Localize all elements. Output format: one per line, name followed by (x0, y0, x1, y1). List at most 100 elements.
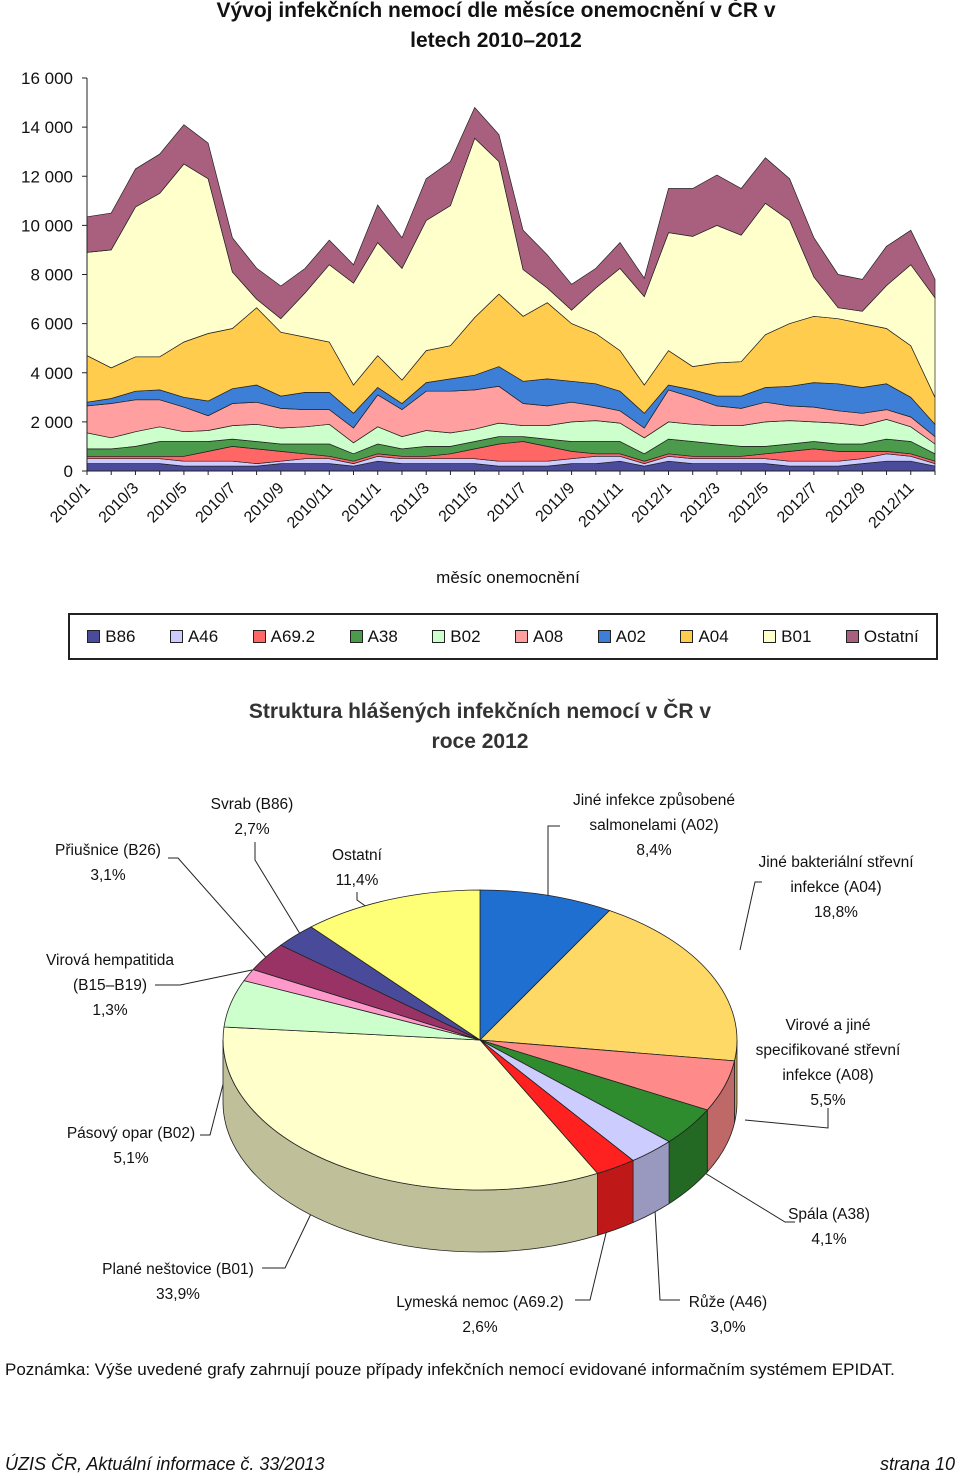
pie-category: Spála (A38) (788, 1206, 870, 1223)
x-axis-title: měsíc onemocnění (436, 568, 580, 587)
chart-title: Vývoj infekčních nemocí dle měsíce onemo… (216, 0, 776, 52)
x-tick-label: 2010/7 (193, 480, 240, 527)
x-tick-label: 2011/1 (339, 480, 385, 526)
x-tick-label: 2010/11 (284, 480, 336, 532)
pie-slice (222, 1026, 599, 1191)
pie-category: Růže (A46) (688, 1294, 768, 1311)
leader-line (168, 857, 271, 963)
legend-swatch (763, 630, 777, 643)
x-tick-label: 2012/1 (629, 480, 676, 527)
leader-line (262, 1194, 321, 1269)
legend-swatch (845, 630, 859, 643)
legend-swatch (169, 630, 183, 643)
pie-label: Pásový opar (B02) 5,1% (51, 1121, 211, 1171)
pie-label: Přiušnice (B26) 3,1% (38, 838, 178, 888)
legend-item: Ostatní (845, 626, 919, 647)
legend-swatch (680, 630, 694, 643)
pie-value-label: 2,6% (462, 1319, 498, 1336)
legend-swatch (597, 630, 611, 643)
pie-label: Virové a jiné specifikované střevní infe… (743, 1013, 913, 1113)
pie-value-label: 4,1% (811, 1231, 847, 1248)
x-tick-label: 2011/3 (387, 480, 433, 526)
pie-category: Pásový opar (B02) (66, 1125, 196, 1142)
pie-value-label: 18,8% (814, 904, 858, 921)
footer-right: strana 10 (879, 1454, 955, 1474)
legend-label: A02 (615, 626, 646, 646)
legend-label: A38 (367, 626, 398, 646)
pie-category: Ostatní (332, 847, 382, 864)
legend-label: A69.2 (270, 626, 316, 646)
footer-left: ÚZIS ČR, Aktuální informace č. 33/2013 (5, 1454, 325, 1474)
x-tick-label: 2010/1 (47, 480, 94, 527)
pie-slice (479, 889, 611, 1041)
legend-label: A46 (187, 626, 219, 646)
legend-label: A08 (533, 626, 564, 646)
legend-item: A38 (349, 626, 398, 647)
legend-swatch (87, 630, 101, 643)
pie-slice (479, 910, 738, 1062)
pie-category: Virová hempatitida (B15–B19) (45, 952, 175, 994)
legend-label: A04 (698, 626, 729, 646)
pie-value-label: 2,7% (234, 821, 270, 838)
x-tick-label: 2012/3 (677, 480, 724, 527)
legend-swatch (515, 630, 529, 643)
legend-label: B86 (105, 626, 136, 646)
x-tick-label: 2010/3 (96, 480, 143, 527)
legend-item: A69.2 (252, 626, 316, 647)
x-tick-label: 2012/11 (866, 480, 918, 532)
pie-label: Růže (A46) 3,0% (668, 1290, 788, 1340)
pie-value-label: 11,4% (335, 872, 379, 889)
pie-tops (222, 889, 738, 1191)
note: Poznámka: Výše uvedené grafy zahrnují po… (5, 1360, 895, 1379)
legend-label: B02 (450, 626, 481, 646)
x-tick-label: 2011/11 (576, 480, 627, 531)
pie-category: Lymeská nemoc (A69.2) (396, 1294, 564, 1311)
pie-slice (310, 889, 481, 1041)
pie-label: Jiné bakteriální střevní infekce (A04) 18… (746, 850, 926, 925)
y-tick-label: 0 (64, 462, 73, 481)
leader-line (200, 1064, 229, 1136)
leader-line (575, 1224, 609, 1301)
pie-category: Jiné bakteriální střevní infekce (A04) (758, 854, 914, 896)
leader-line (254, 842, 306, 943)
x-tick-label: 2011/9 (533, 480, 579, 526)
pie-value-label: 8,4% (636, 842, 672, 859)
leader-line (699, 1169, 795, 1223)
leader-line (739, 881, 762, 951)
pie-label: Lymeská nemoc (A69.2) 2,6% (380, 1290, 580, 1340)
pie-label: Spála (A38) 4,1% (769, 1202, 889, 1252)
pie-value-label: 5,5% (810, 1092, 846, 1109)
legend-item: A46 (169, 626, 219, 647)
leader-line (547, 825, 560, 905)
x-tick-label: 2010/9 (241, 480, 288, 527)
legend-swatch (252, 630, 266, 643)
x-tick-label: 2012/9 (823, 480, 870, 527)
pie-value-label: 3,0% (710, 1319, 746, 1336)
leader-line (654, 1209, 680, 1301)
legend-item: A04 (680, 626, 729, 647)
leader-lines (155, 825, 829, 1301)
legend-swatch (432, 630, 446, 643)
x-tick-label: 2010/5 (144, 480, 191, 527)
legend-item: B01 (763, 627, 811, 647)
legend-item: B86 (87, 627, 135, 647)
y-tick-label: 12 000 (21, 167, 73, 186)
y-tick-label: 6 000 (30, 315, 73, 334)
area (86, 106, 936, 320)
y-tick-label: 10 000 (21, 216, 73, 235)
legend-item: A02 (597, 626, 646, 647)
y-tick-label: 4 000 (30, 364, 73, 383)
x-tick-label: 2012/7 (774, 480, 821, 527)
legend-label: Ostatní (863, 626, 919, 646)
leader-line (155, 969, 253, 986)
pie-label: Jiné infekce způsobené salmonelami (A02)… (554, 788, 754, 863)
pie-label: Ostatní 11,4% (317, 843, 397, 893)
y-tick-label: 16 000 (21, 69, 73, 88)
pie-value-label: 1,3% (92, 1002, 128, 1019)
pie-label: Virová hempatitida (B15–B19) 1,3% (35, 948, 185, 1023)
y-tick-label: 8 000 (30, 266, 73, 285)
y-tick-label: 14 000 (21, 118, 73, 137)
pie-value-label: 3,1% (90, 867, 126, 884)
